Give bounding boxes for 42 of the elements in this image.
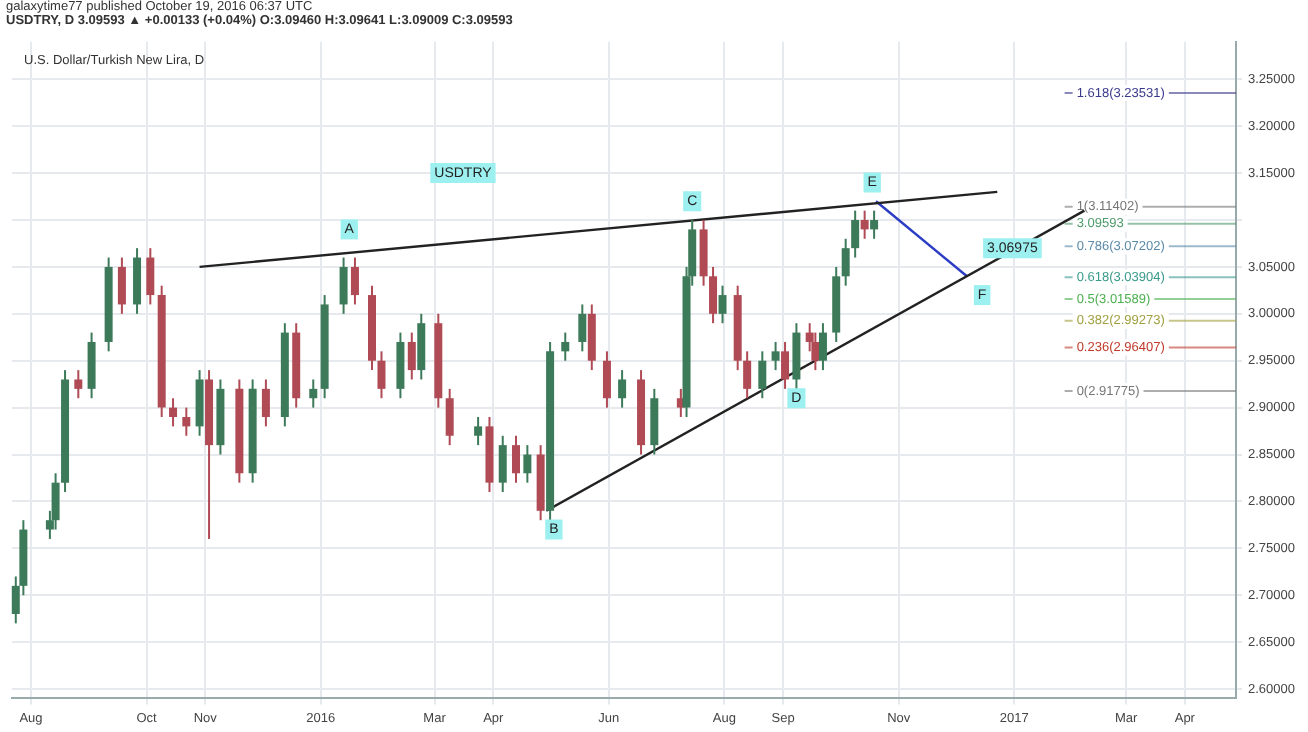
candlestick <box>261 378 270 428</box>
candlestick <box>350 256 359 306</box>
candlestick <box>309 378 318 409</box>
candlestick <box>811 331 820 372</box>
candlestick <box>377 350 386 400</box>
candlestick <box>709 265 718 325</box>
candlestick <box>512 434 520 484</box>
candlestick <box>169 397 178 428</box>
candlestick <box>841 237 850 287</box>
candlestick <box>602 350 611 409</box>
candlestick <box>699 219 708 287</box>
candlestick <box>561 331 570 362</box>
candlestick <box>758 350 767 400</box>
candlestick <box>445 387 454 447</box>
candlestick <box>396 331 405 400</box>
candlestick <box>860 209 869 240</box>
candlestick <box>650 387 659 456</box>
candlestick <box>51 472 60 531</box>
candlestick <box>182 406 191 437</box>
candlestick <box>870 209 879 240</box>
candlestick <box>117 256 126 315</box>
candlestick <box>792 322 801 390</box>
candlestick <box>133 247 142 315</box>
candlestick <box>417 312 426 381</box>
candlestick <box>718 284 727 325</box>
candlestick <box>523 444 532 484</box>
candlestick <box>771 340 780 372</box>
candlestick <box>781 340 790 390</box>
candlestick <box>195 369 204 437</box>
candlestick <box>87 331 96 400</box>
candlestick <box>74 369 83 400</box>
candlestick <box>851 209 860 259</box>
candlestick <box>587 303 596 372</box>
candlestick <box>339 256 348 315</box>
candlestick <box>498 434 507 494</box>
candlestick <box>578 303 587 353</box>
candlestick <box>407 331 416 381</box>
candlestick <box>146 247 155 306</box>
candlestick <box>474 416 483 447</box>
candlestick <box>743 350 752 400</box>
candlestick <box>618 369 627 409</box>
candlestick <box>818 322 827 372</box>
